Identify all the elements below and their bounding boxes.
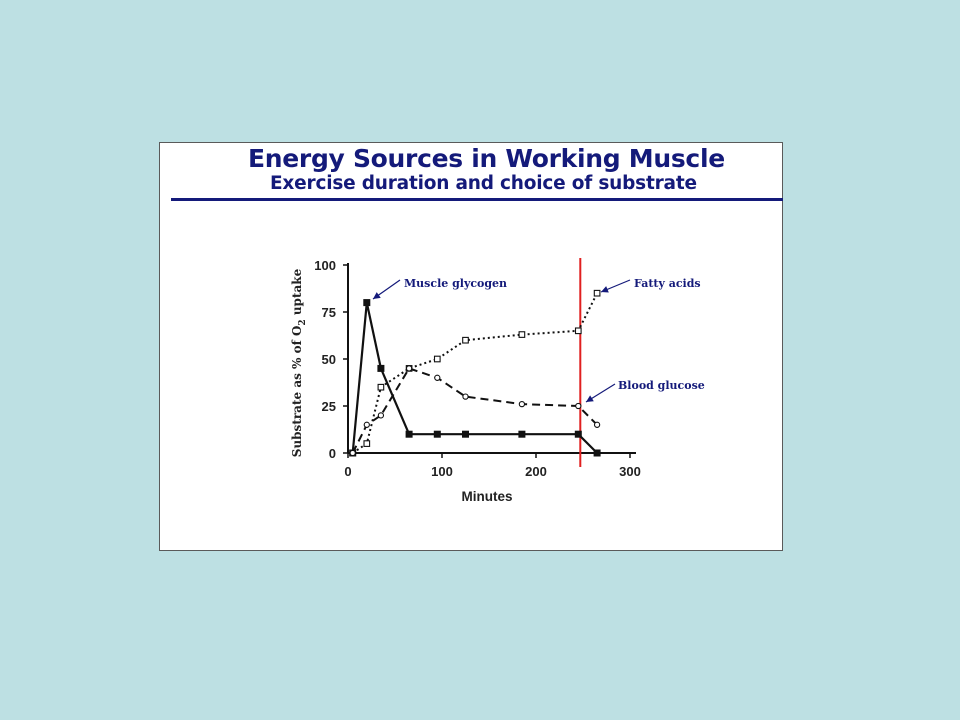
muscle-glycogen-point [593,449,601,457]
y-tick-label: 0 [329,446,336,461]
muscle-glycogen-point [574,430,582,438]
x-tick-label: 300 [619,464,641,479]
fatty-acids-point [518,331,526,338]
muscle-glycogen-point [433,430,441,438]
figure-frame [159,142,783,551]
figure-title: Energy Sources in Working Muscle [248,144,725,173]
muscle-glycogen-point [405,430,413,438]
y-tick-label: 25 [322,399,336,414]
muscle-glycogen-arrowhead [373,292,381,299]
title-divider [171,198,783,201]
muscle-glycogen-line [351,302,598,454]
x-tick-label: 0 [344,464,351,479]
fatty-acids-annotation: Fatty acids [634,277,701,290]
muscle-glycogen-annotation: Muscle glycogen [404,277,507,290]
blood-glucose-point [518,400,526,408]
muscle-glycogen-point [363,299,371,307]
y-tick-label: 100 [314,258,336,273]
muscle-glycogen-point [377,364,385,372]
fatty-acids-point [433,355,441,363]
fatty-acids-line [352,292,598,454]
muscle-glycogen-point [462,430,469,438]
fatty-acids-arrowhead [601,286,609,293]
y-tick-label: 75 [322,305,336,320]
blood-glucose-point [593,421,601,428]
blood-glucose-arrowhead [586,395,594,402]
blood-glucose-point [377,412,385,419]
blood-glucose-point [405,365,413,372]
blood-glucose-point [462,393,469,400]
fatty-acids-point [377,383,385,391]
fatty-acids-point [462,336,469,344]
x-tick-label: 200 [525,464,547,479]
x-tick-label: 100 [431,464,453,479]
fatty-acids-point [574,327,582,335]
y-axis-title: Substrate as % of O2 uptake [290,268,308,457]
blood-glucose-annotation: Blood glucose [618,379,705,392]
fatty-acids-point [593,289,601,297]
figure-subtitle: Exercise duration and choice of substrat… [270,173,697,194]
y-tick-label: 50 [322,352,336,367]
blood-glucose-point [363,421,370,428]
blood-glucose-point [434,374,441,381]
x-axis-title: Minutes [461,489,512,504]
muscle-glycogen-point [518,430,526,438]
blood-glucose-point [575,402,582,410]
fatty-acids-point [363,440,371,447]
blood-glucose-point [349,449,356,457]
